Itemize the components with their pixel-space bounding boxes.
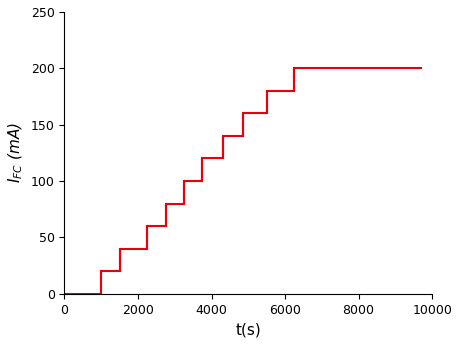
Y-axis label: $I_{FC}$ (mA): $I_{FC}$ (mA)	[7, 122, 25, 183]
X-axis label: t(s): t(s)	[235, 322, 261, 337]
